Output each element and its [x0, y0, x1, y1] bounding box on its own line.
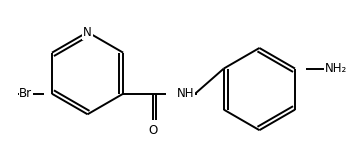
- Text: N: N: [83, 26, 92, 39]
- Text: Br: Br: [19, 87, 32, 100]
- Text: NH₂: NH₂: [325, 62, 347, 75]
- Text: O: O: [148, 124, 158, 137]
- Text: NH: NH: [177, 87, 194, 100]
